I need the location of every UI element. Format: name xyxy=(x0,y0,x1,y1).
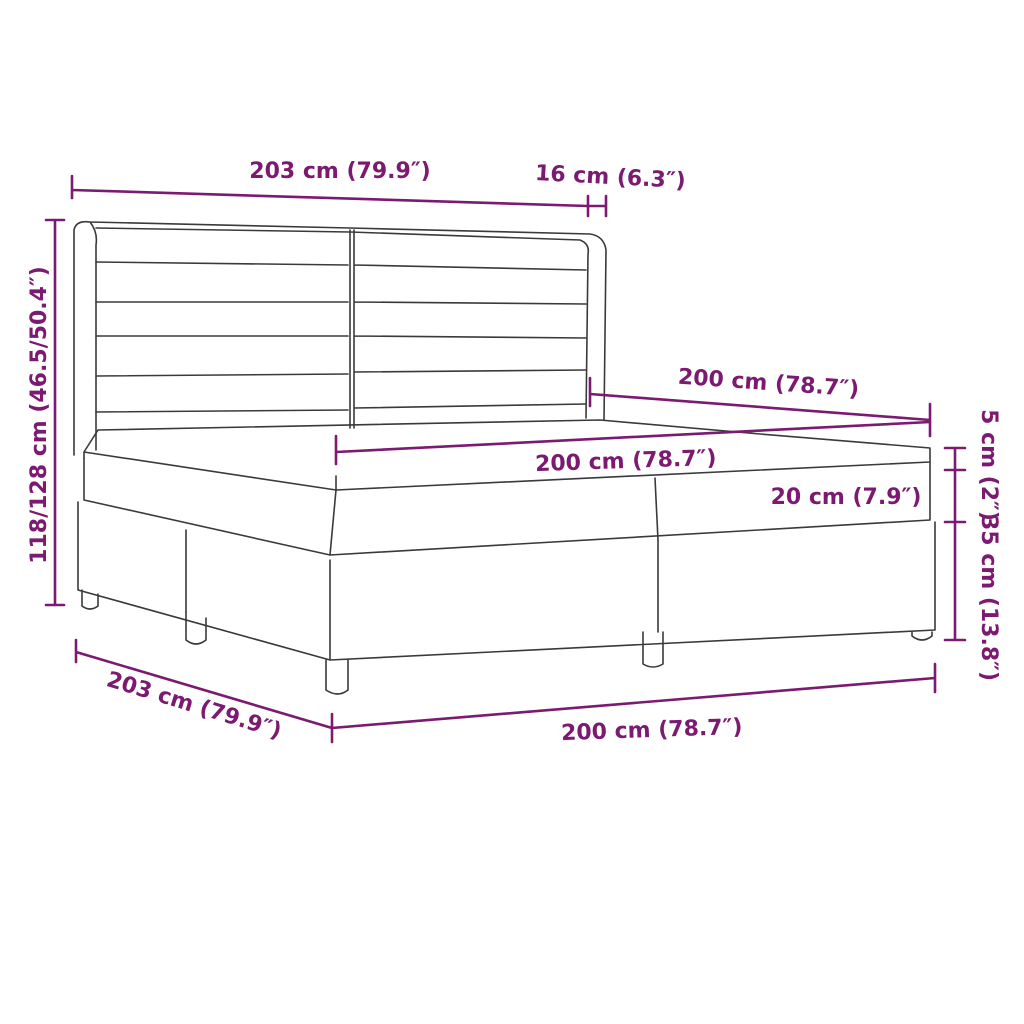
legs xyxy=(81,589,933,695)
topper xyxy=(83,419,931,491)
label-mattress-width: 200 cm (78.7″) xyxy=(535,446,717,477)
headboard-panels xyxy=(95,229,587,429)
bed-outline xyxy=(73,220,936,695)
label-topper-height: 5 cm (2″) xyxy=(976,409,1001,521)
label-total-length: 203 cm (79.9″) xyxy=(249,159,430,184)
label-mattress-length: 200 cm (78.7″) xyxy=(677,365,860,403)
label-mattress-height: 20 cm (7.9″) xyxy=(771,485,922,510)
label-headboard-depth: 16 cm (6.3″) xyxy=(534,161,686,194)
dimension-labels: 203 cm (79.9″) 16 cm (6.3″) 118/128 cm (… xyxy=(27,159,1001,746)
label-base-height: 35 cm (13.8″) xyxy=(976,515,1001,681)
label-total-height: 118/128 cm (46.5/50.4″) xyxy=(27,266,52,564)
label-front-width: 200 cm (78.7″) xyxy=(561,715,743,746)
mattress xyxy=(83,457,931,556)
headboard xyxy=(73,220,607,456)
dimension-lines xyxy=(44,174,967,744)
box-spring-base xyxy=(77,501,936,661)
